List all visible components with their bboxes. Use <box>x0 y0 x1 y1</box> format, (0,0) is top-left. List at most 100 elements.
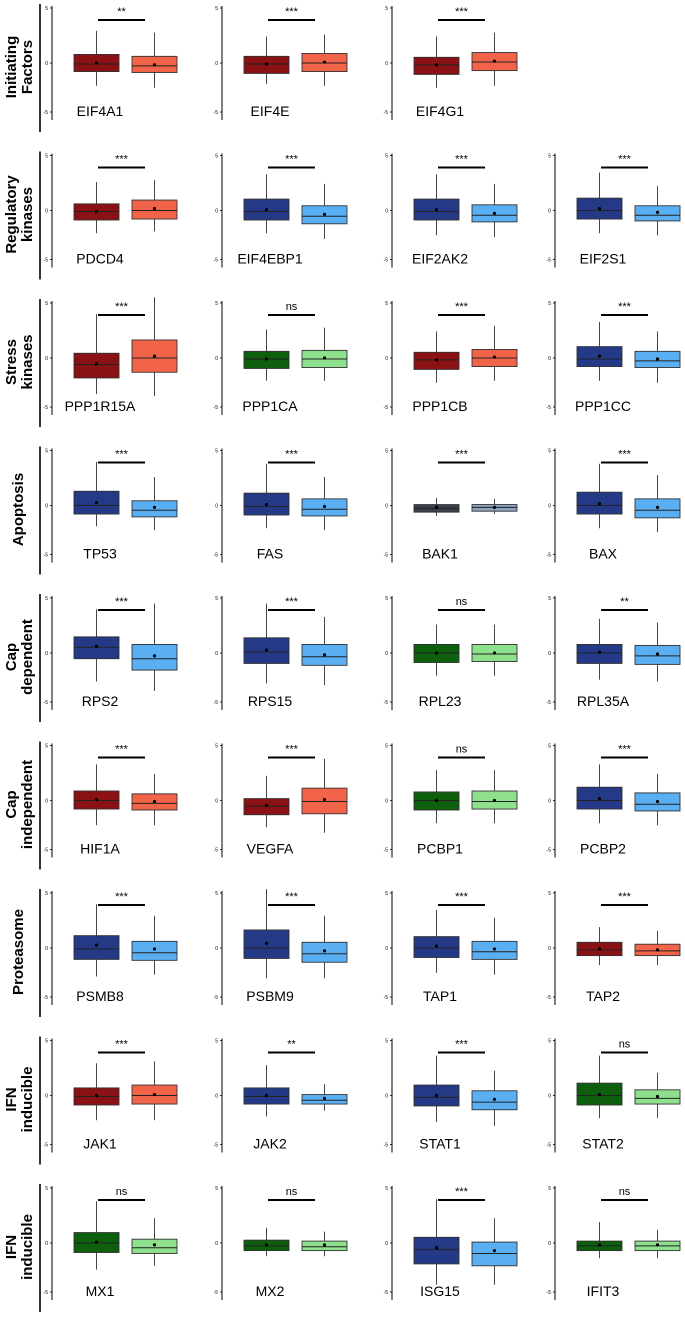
significance-label: ** <box>620 596 629 608</box>
gene-label: PCBP2 <box>580 841 626 857</box>
significance-label: *** <box>285 154 299 166</box>
box-mean-point <box>152 63 157 67</box>
y-tick-label: 0 <box>385 1241 388 1247</box>
box-mean-point <box>434 798 439 803</box>
box-mean-point <box>94 943 99 947</box>
gene-label: PPP1CA <box>242 398 298 414</box>
box-mean-point <box>152 799 157 804</box>
y-tick-label: -5 <box>44 110 49 116</box>
y-tick-label: -5 <box>384 1290 389 1296</box>
gene-label: RPS2 <box>82 693 119 709</box>
y-tick-label: -5 <box>44 700 49 706</box>
significance-label: *** <box>618 154 632 166</box>
y-tick-label: -5 <box>547 258 552 264</box>
y-tick-label: 5 <box>45 154 48 160</box>
y-tick-label: 0 <box>215 356 218 362</box>
box-mean-point <box>322 504 327 509</box>
significance-label: *** <box>115 891 129 903</box>
y-tick-label: -5 <box>384 110 389 116</box>
y-tick-label: -5 <box>384 405 389 411</box>
y-tick-label: 5 <box>385 1186 388 1192</box>
y-tick-label: 5 <box>385 301 388 307</box>
box-mean-point <box>322 1243 327 1247</box>
box-mean-point <box>434 651 439 655</box>
y-tick-label: 5 <box>548 154 551 160</box>
box-mean-point <box>492 505 497 509</box>
box-mean-point <box>434 944 439 948</box>
row-label: dependent <box>19 619 36 695</box>
y-tick-label: -5 <box>384 258 389 264</box>
gene-label: EIF2AK2 <box>412 251 468 267</box>
y-tick-label: -5 <box>44 405 49 411</box>
y-tick-label: 0 <box>548 209 551 215</box>
y-tick-label: -5 <box>44 258 49 264</box>
y-tick-label: 0 <box>548 651 551 657</box>
y-tick-label: 0 <box>45 209 48 215</box>
significance-label: *** <box>285 449 299 461</box>
y-tick-label: -5 <box>384 553 389 559</box>
y-tick-label: 5 <box>548 1039 551 1045</box>
y-tick-label: 5 <box>385 596 388 602</box>
box-mean-point <box>322 653 327 657</box>
box-mean-point <box>264 1243 269 1247</box>
box-mean-point <box>152 207 157 211</box>
significance-label: ns <box>286 301 298 313</box>
row-label: inducible <box>19 1067 36 1133</box>
box-mean-point <box>264 941 269 945</box>
y-tick-label: -5 <box>547 848 552 854</box>
box-mean-point <box>655 1243 660 1247</box>
significance-label: *** <box>115 154 129 166</box>
y-tick-label: -5 <box>547 553 552 559</box>
gene-label: VEGFA <box>247 841 294 857</box>
y-tick-label: -5 <box>44 1143 49 1149</box>
gene-label: MX2 <box>256 1283 285 1299</box>
y-tick-label: 0 <box>548 1241 551 1247</box>
gene-label: RPL35A <box>577 693 630 709</box>
y-tick-label: 0 <box>385 799 388 805</box>
row-label: Apoptosis <box>10 473 27 546</box>
gene-label: BAX <box>589 546 618 562</box>
y-tick-label: -5 <box>44 553 49 559</box>
gene-label: FAS <box>257 546 283 562</box>
y-tick-label: 5 <box>215 449 218 455</box>
row-label: kinases <box>19 334 36 389</box>
box-mean-point <box>434 358 439 362</box>
box-mean-point <box>322 356 327 360</box>
significance-label: *** <box>455 1039 469 1051</box>
box-mean-point <box>492 211 497 215</box>
y-tick-label: 5 <box>548 301 551 307</box>
row-label: independent <box>19 760 36 849</box>
significance-label: *** <box>618 891 632 903</box>
significance-label: ns <box>286 1186 298 1198</box>
y-tick-label: -5 <box>44 1290 49 1296</box>
box-iqr <box>73 935 120 960</box>
y-tick-label: 0 <box>45 799 48 805</box>
significance-label: *** <box>285 596 299 608</box>
box-mean-point <box>264 648 269 652</box>
box-mean-point <box>322 949 327 953</box>
y-tick-label: 5 <box>215 596 218 602</box>
significance-label: ** <box>287 1039 296 1051</box>
y-tick-label: 0 <box>548 1094 551 1100</box>
gene-label: PSBM9 <box>246 988 294 1004</box>
y-tick-label: 5 <box>548 744 551 750</box>
row-label: IFN <box>3 1235 20 1259</box>
significance-label: *** <box>285 6 299 18</box>
y-tick-label: -5 <box>547 1290 552 1296</box>
box-mean-point <box>94 501 99 505</box>
box-mean-point <box>597 797 602 801</box>
y-tick-label: 0 <box>385 651 388 657</box>
box-mean-point <box>94 61 99 65</box>
box-mean-point <box>655 652 660 656</box>
y-tick-label: 0 <box>45 651 48 657</box>
y-tick-label: 5 <box>548 891 551 897</box>
significance-label: ns <box>456 744 468 756</box>
y-tick-label: -5 <box>214 848 219 854</box>
box-mean-point <box>597 947 602 951</box>
row-label: Cap <box>3 643 20 671</box>
significance-label: *** <box>455 891 469 903</box>
gene-label: TAP2 <box>586 988 620 1004</box>
y-tick-label: 0 <box>548 946 551 952</box>
gene-label: EIF4G1 <box>416 103 464 119</box>
